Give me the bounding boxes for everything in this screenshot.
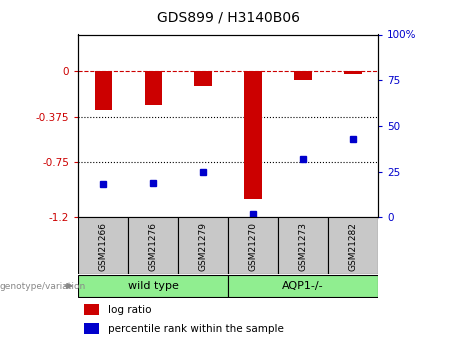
Text: GSM21273: GSM21273 xyxy=(299,222,307,271)
Bar xyxy=(84,323,99,334)
Text: AQP1-/-: AQP1-/- xyxy=(282,281,324,291)
Text: GSM21270: GSM21270 xyxy=(248,222,258,271)
Bar xyxy=(228,217,278,274)
Bar xyxy=(128,217,178,274)
Bar xyxy=(195,71,212,86)
Bar xyxy=(244,71,262,199)
Text: GSM21279: GSM21279 xyxy=(199,222,208,271)
Text: genotype/variation: genotype/variation xyxy=(0,282,86,290)
Bar xyxy=(228,275,378,297)
Text: log ratio: log ratio xyxy=(108,305,151,315)
Bar xyxy=(278,217,328,274)
Bar xyxy=(84,304,99,315)
Bar xyxy=(78,217,128,274)
Text: GSM21282: GSM21282 xyxy=(349,222,358,271)
Bar xyxy=(328,217,378,274)
Text: percentile rank within the sample: percentile rank within the sample xyxy=(108,324,284,334)
Bar xyxy=(295,71,312,80)
Bar xyxy=(95,71,112,110)
Text: GSM21276: GSM21276 xyxy=(149,222,158,271)
Text: GDS899 / H3140B06: GDS899 / H3140B06 xyxy=(157,10,300,24)
Bar xyxy=(178,217,228,274)
Bar xyxy=(78,275,228,297)
Text: GSM21266: GSM21266 xyxy=(99,222,108,271)
Bar xyxy=(344,71,362,73)
Text: wild type: wild type xyxy=(128,281,179,291)
Bar xyxy=(145,71,162,105)
